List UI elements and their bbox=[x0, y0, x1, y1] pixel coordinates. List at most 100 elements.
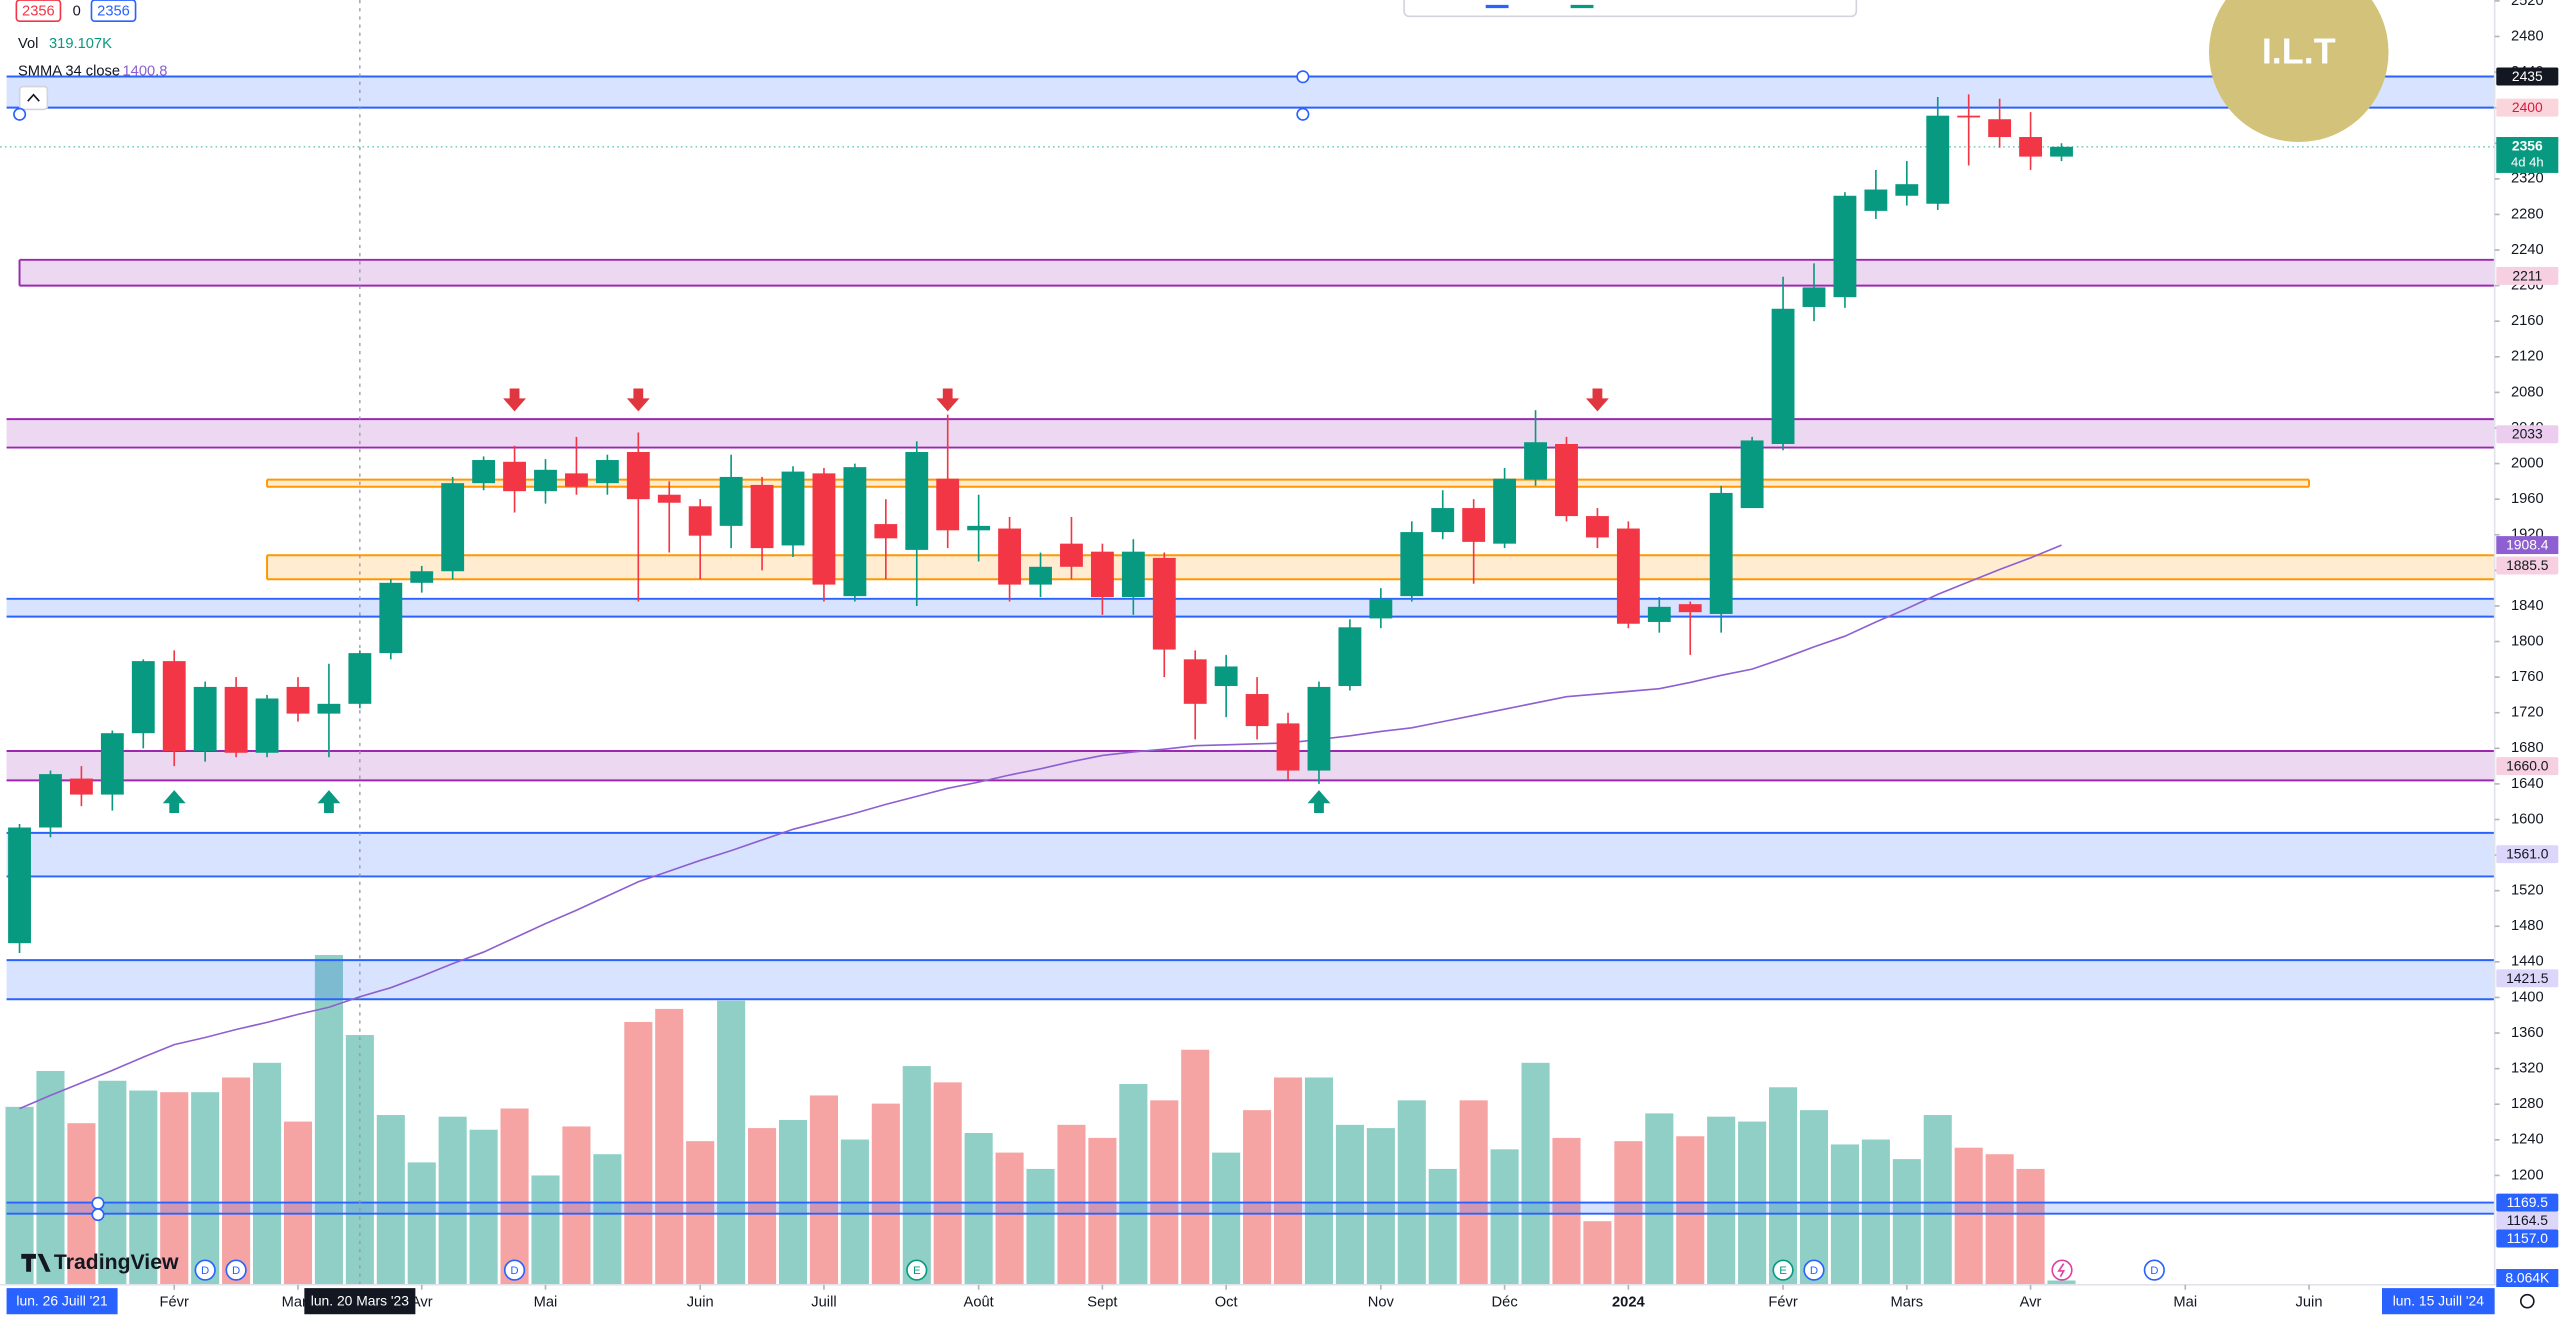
volume-bar bbox=[1212, 1152, 1241, 1285]
x-tick-label: Juin bbox=[687, 1295, 714, 1311]
price-label-box bbox=[2496, 969, 2559, 988]
candle-body bbox=[162, 661, 186, 751]
collapse-button[interactable] bbox=[18, 85, 49, 111]
candle-body bbox=[286, 686, 310, 714]
y-tick-label: 1480 bbox=[2511, 918, 2544, 934]
candle-body bbox=[1338, 627, 1362, 687]
volume-bar bbox=[1552, 1137, 1581, 1285]
overlay: I.L.T 2356 0 2356 Vol 319.107K SMMA 34 c… bbox=[13, 0, 2389, 1281]
event-icon bbox=[906, 1259, 928, 1281]
volume-bar bbox=[1521, 1062, 1550, 1285]
volume-bar bbox=[1273, 1077, 1303, 1285]
drawing-handle[interactable] bbox=[1296, 107, 1310, 121]
x-tick-label: 2024 bbox=[1612, 1295, 1646, 1311]
volume-bar bbox=[1799, 1110, 1829, 1285]
volume-bar bbox=[531, 1175, 560, 1285]
candle-body bbox=[1555, 444, 1578, 517]
volume-bar bbox=[1892, 1159, 1921, 1285]
candle-body bbox=[1431, 508, 1455, 533]
event-icon bbox=[503, 1259, 526, 1281]
zone bbox=[6, 598, 2495, 617]
price-label-box bbox=[2496, 1193, 2559, 1212]
x-tick-label: Déc bbox=[1492, 1295, 1518, 1311]
candle-body bbox=[1616, 528, 1640, 624]
y-tick-label: 1320 bbox=[2511, 1061, 2544, 1077]
candle-body bbox=[348, 653, 372, 704]
smma-line bbox=[19, 544, 2062, 1110]
volume-bar bbox=[1861, 1139, 1890, 1285]
candle-body bbox=[255, 698, 279, 753]
volume-bar bbox=[1707, 1116, 1736, 1285]
candles bbox=[0, 94, 2495, 1110]
candle-body bbox=[1152, 557, 1176, 650]
candle-body bbox=[1245, 694, 1269, 727]
volume-bar bbox=[1243, 1110, 1272, 1285]
volume-bar bbox=[871, 1103, 900, 1285]
event-label: D bbox=[2150, 1265, 2158, 1277]
price-label: 2033 bbox=[2512, 426, 2543, 442]
x-tick-label: Oct bbox=[1215, 1295, 1238, 1311]
x-tick-label: Juin bbox=[2296, 1295, 2323, 1311]
volume-bar bbox=[1490, 1149, 1519, 1285]
price-label: 2435 bbox=[2512, 68, 2543, 84]
drawing-handle[interactable] bbox=[91, 1208, 105, 1222]
event-label: E bbox=[1779, 1265, 1787, 1277]
volume-bar bbox=[500, 1108, 529, 1285]
price-label-box bbox=[2496, 845, 2559, 864]
volume-bar bbox=[748, 1128, 777, 1285]
x-tick-label: Mai bbox=[534, 1295, 558, 1311]
y-tick-label: 2280 bbox=[2511, 206, 2544, 222]
candle-body bbox=[812, 473, 836, 585]
arrow-annotation bbox=[317, 790, 341, 814]
candle-body bbox=[874, 524, 898, 539]
price-label-box bbox=[2496, 425, 2559, 444]
candle-body bbox=[626, 452, 650, 500]
arrow-annotation bbox=[503, 388, 526, 412]
y-tick-label: 2320 bbox=[2511, 171, 2544, 187]
volume-bar bbox=[253, 1062, 282, 1285]
collapse-icon bbox=[27, 93, 40, 102]
settings-icon[interactable] bbox=[2519, 1293, 2535, 1309]
ask-box[interactable] bbox=[90, 0, 137, 23]
candle-body bbox=[441, 483, 465, 572]
candle-body bbox=[1771, 308, 1795, 445]
price-label-box bbox=[2496, 556, 2559, 575]
y-tick-label: 1400 bbox=[2511, 989, 2544, 1005]
candle-body bbox=[1833, 195, 1857, 298]
volume-bar bbox=[655, 1008, 684, 1285]
bid-box[interactable] bbox=[15, 0, 62, 23]
volume-bar bbox=[1583, 1221, 1612, 1285]
y-tick-label: 1720 bbox=[2511, 705, 2544, 721]
y-tick-label: 1640 bbox=[2511, 776, 2544, 792]
drawing-handle[interactable] bbox=[1296, 70, 1310, 84]
y-tick-label: 1520 bbox=[2511, 883, 2544, 899]
volume-bar bbox=[1026, 1168, 1055, 1285]
bid: 2356 bbox=[22, 3, 55, 19]
volume-bar bbox=[376, 1115, 405, 1285]
toolbar[interactable] bbox=[1403, 0, 1858, 18]
event-label: D bbox=[201, 1265, 209, 1277]
arrow-annotation bbox=[162, 790, 186, 814]
x-tick-label: Avr bbox=[2020, 1295, 2042, 1311]
x-tick-label: Nov bbox=[1368, 1295, 1395, 1311]
candle-body bbox=[2019, 137, 2042, 157]
arrow-annotation bbox=[626, 388, 650, 412]
zone bbox=[6, 419, 2495, 448]
drawing-handle[interactable] bbox=[13, 107, 27, 121]
x-tick-label: Avr bbox=[411, 1295, 433, 1311]
candle-body bbox=[1585, 516, 1609, 538]
candle-body bbox=[472, 460, 496, 484]
candle-body bbox=[1029, 566, 1052, 585]
volume-bar bbox=[1985, 1154, 2014, 1285]
zone bbox=[6, 750, 2495, 781]
volume-bar bbox=[98, 1080, 127, 1285]
drawing-handle[interactable] bbox=[91, 1196, 105, 1210]
volume-bar bbox=[593, 1154, 622, 1285]
x-tick-label: Juill bbox=[811, 1295, 836, 1311]
current-price: 2356 bbox=[2512, 137, 2543, 153]
volume-bar bbox=[902, 1066, 931, 1285]
price-label-box bbox=[2496, 1211, 2559, 1230]
volume-bar bbox=[1181, 1049, 1210, 1285]
candle-body bbox=[39, 774, 62, 828]
price-label-box bbox=[2496, 757, 2559, 776]
